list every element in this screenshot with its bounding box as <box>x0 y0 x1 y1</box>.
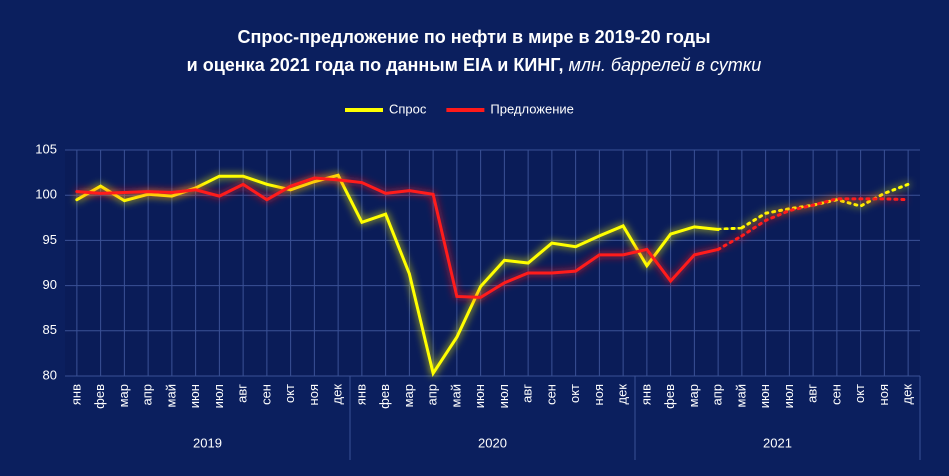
line-glow <box>740 182 910 230</box>
x-tick-label: май <box>733 384 748 407</box>
chart-title: Спрос-предложение по нефти в мире в 2019… <box>238 27 711 47</box>
x-tick-label: июл <box>211 384 226 408</box>
x-tick-label: окт <box>282 384 297 403</box>
x-tick-label: дек <box>900 384 915 405</box>
x-tick-label: фев <box>377 384 392 409</box>
x-tick-label: май <box>448 384 463 407</box>
x-tick-label: июн <box>472 384 487 408</box>
x-tick-label: авг <box>805 384 820 403</box>
x-tick-label: апр <box>140 384 155 406</box>
x-tick-label: мар <box>401 384 416 407</box>
x-tick-label: май <box>163 384 178 407</box>
series-line <box>75 176 720 299</box>
y-tick-label: 100 <box>35 187 57 202</box>
x-tick-label: апр <box>710 384 725 406</box>
x-tick-label: ноя <box>591 384 606 405</box>
line-glow <box>740 197 910 238</box>
x-tick-label: дек <box>330 384 345 405</box>
y-tick-label: 85 <box>43 322 57 337</box>
forecast-join <box>716 226 744 232</box>
x-tick-label: янв <box>68 384 83 405</box>
x-tick-label: окт <box>567 384 582 403</box>
legend-label: Спрос <box>389 101 427 116</box>
x-tick-label: июл <box>781 384 796 408</box>
x-tick-label: янв <box>638 384 653 405</box>
series-line <box>740 182 910 230</box>
x-tick-label: окт <box>852 384 867 403</box>
x-tick-label: июл <box>496 384 511 408</box>
y-tick-label: 90 <box>43 277 57 292</box>
year-label: 2021 <box>763 435 792 450</box>
x-tick-label: сен <box>828 384 843 405</box>
x-tick-label: фев <box>92 384 107 409</box>
y-tick-label: 95 <box>43 232 57 247</box>
x-tick-label: дек <box>615 384 630 405</box>
x-tick-label: авг <box>520 384 535 403</box>
year-label: 2019 <box>193 435 222 450</box>
year-label: 2020 <box>478 435 507 450</box>
x-tick-label: сен <box>258 384 273 405</box>
x-tick-label: мар <box>116 384 131 407</box>
title-italic: млн. баррелей в сутки <box>568 55 761 75</box>
x-tick-label: фев <box>662 384 677 409</box>
x-tick-label: авг <box>235 384 250 403</box>
x-tick-label: сен <box>543 384 558 405</box>
title-part: и оценка 2021 года по данным EIA и КИНГ, <box>187 55 564 75</box>
x-tick-label: янв <box>353 384 368 405</box>
line-glow <box>75 176 720 299</box>
x-tick-label: апр <box>425 384 440 406</box>
x-tick-label: июн <box>187 384 202 408</box>
x-tick-label: ноя <box>876 384 891 405</box>
x-tick-label: июн <box>757 384 772 408</box>
x-tick-label: мар <box>686 384 701 407</box>
forecast-join <box>716 234 744 251</box>
legend-label: Предложение <box>490 101 574 116</box>
y-tick-label: 105 <box>35 141 57 156</box>
y-tick-label: 80 <box>43 367 57 382</box>
x-tick-label: ноя <box>306 384 321 405</box>
plot-area <box>65 150 920 376</box>
series-line <box>740 197 910 238</box>
chart-title-line2: и оценка 2021 года по данным EIA и КИНГ,… <box>187 55 762 75</box>
